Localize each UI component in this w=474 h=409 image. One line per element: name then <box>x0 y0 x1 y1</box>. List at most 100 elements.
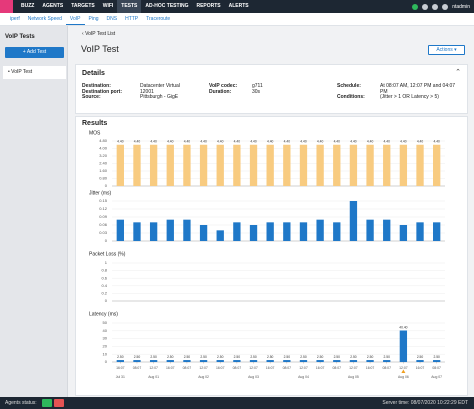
bar <box>133 360 141 362</box>
test-item[interactable]: • VoIP Test <box>3 66 66 79</box>
logo[interactable] <box>0 0 13 13</box>
value-label: 2.50 <box>200 355 207 359</box>
x-tick-label: 12:07 <box>349 366 358 370</box>
nav-item[interactable]: REPORTS <box>196 3 221 9</box>
bar <box>316 360 324 362</box>
value-label: 2.50 <box>317 355 324 359</box>
bar <box>266 360 274 362</box>
y-tick-label: 20 <box>103 343 108 348</box>
bar <box>299 222 308 241</box>
x-date-label: Aug 07 <box>431 375 442 379</box>
nav-item[interactable]: TARGETS <box>71 3 95 9</box>
x-tick-label: 16:07 <box>216 366 225 370</box>
value-label: 4.40 <box>367 140 374 144</box>
warning-icon <box>401 369 406 373</box>
bar <box>166 360 174 362</box>
x-tick-label: 16:07 <box>316 366 325 370</box>
nav-item[interactable]: BUZZ <box>21 3 35 9</box>
collapse-icon[interactable]: ⌃ <box>455 69 461 76</box>
bar <box>299 360 308 362</box>
bar <box>149 222 158 241</box>
y-tick-label: 4.80 <box>99 138 108 143</box>
bar <box>383 144 391 186</box>
x-tick-label: 12:07 <box>399 366 408 370</box>
x-tick-label: 08:07 <box>382 366 391 370</box>
bar <box>433 360 441 362</box>
nav-item[interactable]: TESTS <box>117 0 142 13</box>
nav-item[interactable]: AD-HOC TESTING <box>145 3 189 9</box>
y-tick-label: 0.4 <box>101 283 107 288</box>
y-tick-label: 0 <box>105 238 108 243</box>
y-tick-label: 0 <box>105 359 108 364</box>
nav-item[interactable]: WIFI <box>102 3 114 9</box>
value-label: 2.50 <box>150 355 157 359</box>
sub-nav-item[interactable]: iperf <box>10 16 20 22</box>
back-link[interactable]: ‹ VoIP Test List <box>82 31 116 37</box>
sub-nav-item[interactable]: HTTP <box>125 16 139 22</box>
value-label: 4.40 <box>217 140 224 144</box>
test-item-label: VoIP Test <box>11 69 33 75</box>
bar <box>399 225 408 241</box>
y-tick-label: 0.6 <box>101 275 107 280</box>
sub-nav-item[interactable]: Network Speed <box>27 16 62 22</box>
detail-row: Source: Pittsburgh - GigE <box>82 95 202 101</box>
bar <box>116 360 124 362</box>
help-icon[interactable] <box>432 3 439 10</box>
detail-label: Schedule: <box>337 83 361 89</box>
value-label: 4.40 <box>150 140 157 144</box>
y-tick-label: 1 <box>105 260 108 265</box>
bar <box>433 144 441 186</box>
sub-nav-item[interactable]: Ping <box>88 16 99 22</box>
apps-icon[interactable] <box>442 3 449 10</box>
add-test-button[interactable]: + Add Test <box>5 47 64 58</box>
detail-value: Pittsburgh - GigE <box>140 94 179 101</box>
y-tick-label: 1.60 <box>99 168 108 173</box>
y-tick-label: 0 <box>105 183 108 188</box>
value-label: 2.50 <box>367 355 374 359</box>
value-label: 2.50 <box>284 355 291 359</box>
value-label: 2.50 <box>184 355 191 359</box>
detail-row: Destination: Datacenter Virtual <box>82 83 202 90</box>
detail-value: 12001 <box>140 88 154 95</box>
bar <box>349 360 358 362</box>
bar <box>216 360 224 362</box>
value-label: 2.50 <box>217 355 224 359</box>
x-date-label: Aug 05 <box>348 375 359 379</box>
value-label: 2.50 <box>234 355 241 359</box>
nav-item[interactable]: AGENTS <box>42 3 64 9</box>
status-icon[interactable] <box>412 3 419 10</box>
user-name[interactable]: ntadmin <box>452 3 470 10</box>
actions-label: Actions <box>436 47 453 53</box>
x-tick-label: 16:07 <box>116 366 125 370</box>
y-tick-label: 30 <box>103 336 108 341</box>
nav-item[interactable]: ALERTS <box>228 3 249 9</box>
detail-label: VoIP codec: <box>209 83 238 89</box>
bar <box>249 225 258 241</box>
details-column: Schedule: At 08:07 AM, 12:07 PM and 04:07… <box>337 83 462 101</box>
bar <box>366 219 374 241</box>
x-tick-label: 08:07 <box>133 366 142 370</box>
chart-title: MOS <box>89 130 101 136</box>
value-label: 4.40 <box>300 140 307 144</box>
x-date-label: Aug 04 <box>298 375 309 379</box>
bar <box>116 144 124 186</box>
sub-nav-item[interactable]: Traceroute <box>146 16 171 22</box>
x-tick-label: 12:07 <box>149 366 158 370</box>
value-label: 4.40 <box>417 140 424 144</box>
detail-row: Duration: 30s <box>209 89 329 96</box>
y-tick-label: 4.00 <box>99 146 108 151</box>
actions-button[interactable]: Actions ▾ <box>428 45 465 55</box>
agents-ok-badge[interactable] <box>42 399 52 407</box>
value-label: 2.50 <box>384 355 391 359</box>
value-label: 2.50 <box>117 355 124 359</box>
sub-nav-item[interactable]: DNS <box>106 16 118 22</box>
value-label: 4.40 <box>134 140 141 144</box>
x-tick-label: 08:07 <box>183 366 192 370</box>
settings-icon[interactable] <box>422 3 429 10</box>
y-tick-label: 0 <box>105 298 108 303</box>
value-label: 4.40 <box>184 140 191 144</box>
bar <box>199 144 208 186</box>
sub-nav-item[interactable]: VoIP <box>65 13 85 25</box>
detail-value: At 08:07 AM, 12:07 PM and 04:07 PM <box>380 83 456 95</box>
agents-down-badge[interactable] <box>54 399 64 407</box>
